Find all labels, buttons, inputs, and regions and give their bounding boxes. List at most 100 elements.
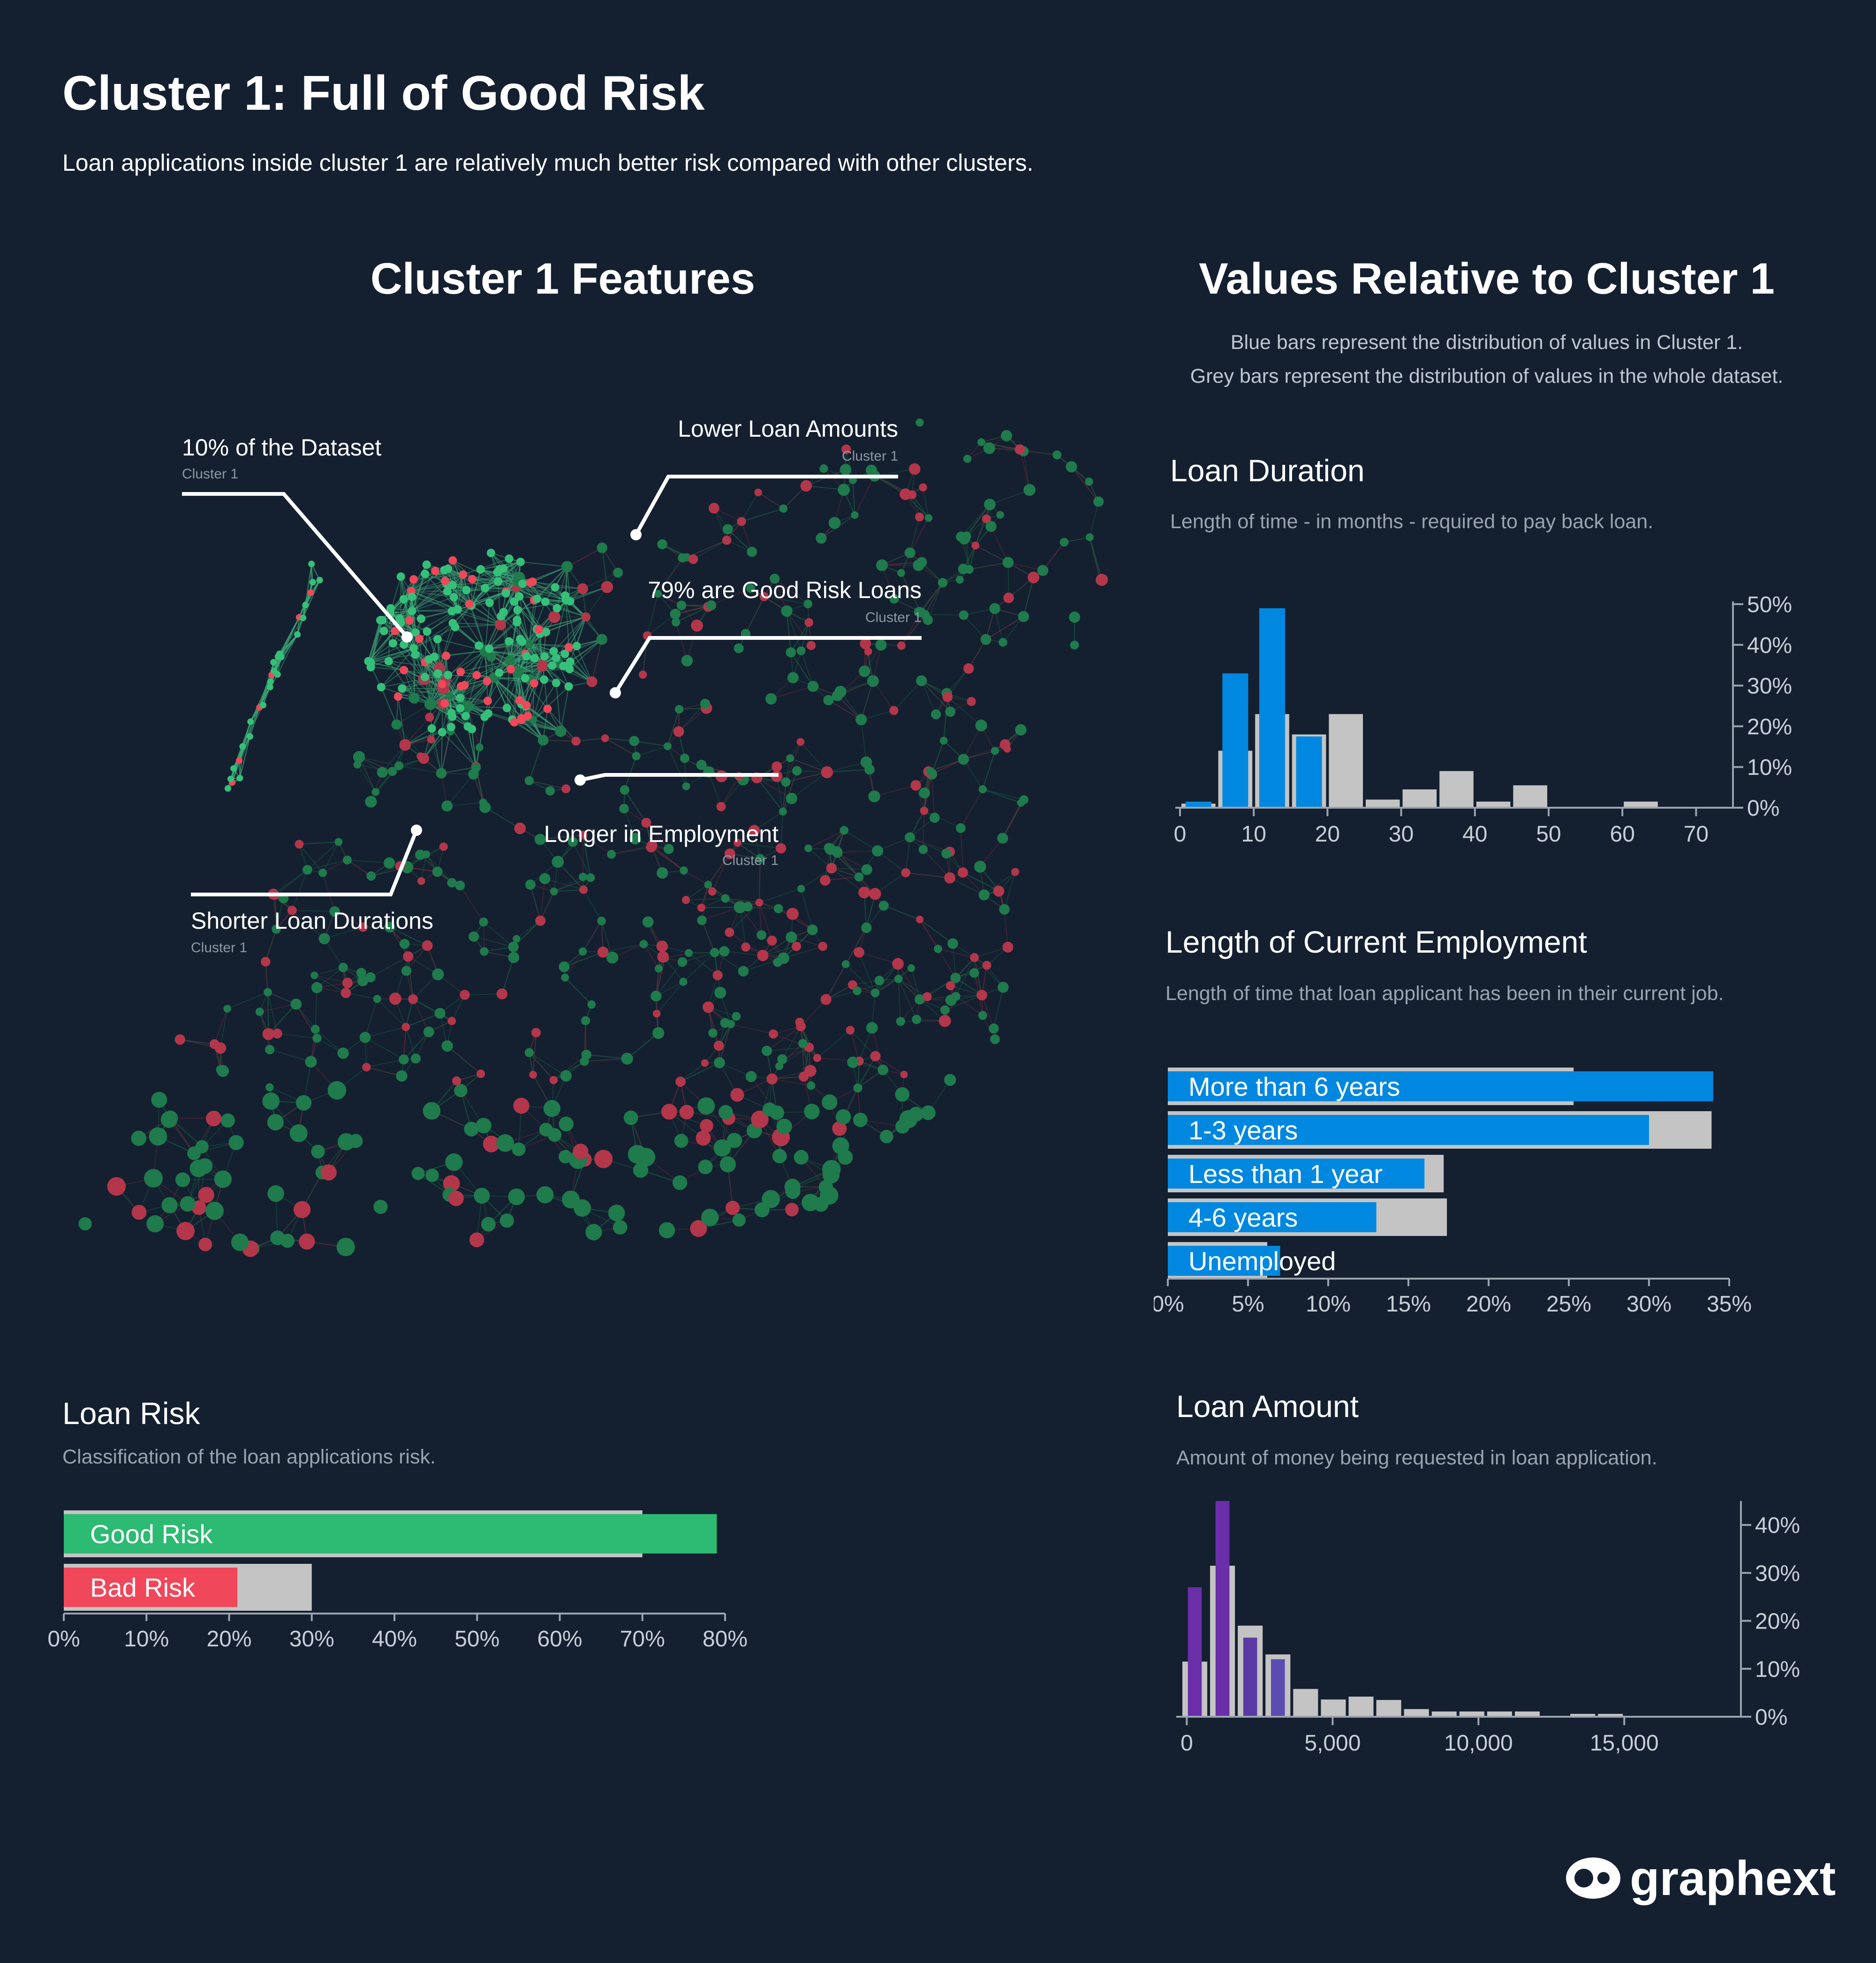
cluster-1-node bbox=[442, 652, 451, 660]
network-edge bbox=[513, 920, 541, 947]
network-edge bbox=[875, 978, 899, 993]
cluster-1-node bbox=[495, 565, 504, 574]
cluster-1-node bbox=[530, 679, 538, 688]
network-node bbox=[769, 1029, 778, 1039]
network-node bbox=[362, 1063, 371, 1072]
network-node bbox=[469, 1232, 484, 1248]
network-edge bbox=[564, 977, 592, 1005]
network-node bbox=[710, 948, 719, 957]
network-edge bbox=[368, 620, 383, 662]
cluster-1-node bbox=[395, 614, 404, 623]
network-node bbox=[447, 878, 457, 888]
network-edge bbox=[530, 582, 567, 602]
network-edge bbox=[924, 582, 943, 615]
network-edge bbox=[758, 492, 784, 509]
network-edge bbox=[471, 729, 477, 768]
network-edge bbox=[501, 957, 514, 994]
network-edge bbox=[658, 557, 683, 594]
network-edge bbox=[825, 963, 847, 1000]
network-node bbox=[748, 825, 760, 836]
network-edge bbox=[565, 601, 577, 646]
network-edge bbox=[845, 927, 867, 964]
network-edge bbox=[911, 494, 929, 518]
network-edge bbox=[786, 611, 792, 652]
cluster-1-node bbox=[440, 566, 449, 575]
network-edge bbox=[938, 948, 956, 978]
network-edge bbox=[766, 1026, 802, 1052]
network-edge bbox=[872, 681, 894, 711]
network-edge bbox=[485, 581, 518, 589]
network-node bbox=[366, 871, 376, 881]
network-node bbox=[676, 600, 687, 610]
network-node bbox=[1086, 533, 1094, 541]
network-edge bbox=[900, 1020, 945, 1022]
network-edge bbox=[467, 726, 477, 768]
network-node bbox=[342, 978, 353, 988]
network-edge bbox=[982, 788, 1021, 803]
network-node bbox=[767, 935, 777, 946]
network-node bbox=[295, 840, 304, 849]
network-node bbox=[721, 894, 730, 903]
network-node bbox=[754, 488, 762, 497]
employment-length-x-tick-label: 5% bbox=[1232, 1292, 1264, 1317]
network-node bbox=[910, 780, 922, 791]
network-edge bbox=[513, 920, 541, 947]
network-edge bbox=[414, 695, 450, 699]
network-edge bbox=[424, 662, 443, 704]
network-edge bbox=[540, 834, 583, 840]
network-edge bbox=[786, 611, 792, 652]
network-edge bbox=[506, 558, 510, 592]
network-edge bbox=[1089, 537, 1101, 581]
network-node bbox=[722, 535, 732, 545]
network-node bbox=[387, 766, 397, 776]
network-node bbox=[1085, 477, 1093, 486]
network-edge bbox=[557, 607, 586, 618]
network-node bbox=[834, 686, 847, 698]
network-edge bbox=[858, 952, 876, 993]
network-edge bbox=[963, 759, 983, 790]
network-node bbox=[738, 966, 749, 977]
network-edge bbox=[532, 682, 557, 720]
network-node bbox=[384, 921, 395, 932]
network-edge bbox=[975, 545, 1008, 563]
network-node bbox=[606, 951, 619, 964]
network-edge bbox=[801, 651, 814, 687]
network-edge bbox=[403, 1031, 430, 1060]
cluster-1-node bbox=[447, 607, 456, 616]
network-edge bbox=[233, 736, 250, 769]
network-edge bbox=[763, 946, 797, 956]
network-edge bbox=[857, 1056, 876, 1089]
network-node bbox=[804, 844, 812, 852]
network-edge bbox=[532, 679, 545, 720]
network-node bbox=[923, 614, 933, 625]
network-edge bbox=[518, 631, 547, 673]
network-edge bbox=[440, 732, 443, 773]
network-edge bbox=[259, 662, 274, 708]
network-edge bbox=[389, 926, 409, 957]
network-edge bbox=[517, 610, 530, 644]
network-edge bbox=[557, 834, 583, 863]
network-node bbox=[697, 1097, 715, 1115]
network-node bbox=[441, 1040, 453, 1052]
network-edge bbox=[408, 956, 414, 1000]
network-edge bbox=[440, 731, 451, 773]
network-edge bbox=[802, 1043, 812, 1086]
network-node bbox=[619, 803, 629, 814]
cluster-1-node bbox=[522, 701, 531, 710]
network-edge bbox=[299, 844, 323, 873]
network-node bbox=[820, 875, 831, 886]
network-edge bbox=[782, 782, 787, 812]
network-edge bbox=[538, 616, 586, 630]
cluster-1-node bbox=[468, 725, 477, 734]
network-node bbox=[629, 833, 641, 845]
network-edge bbox=[781, 1026, 802, 1060]
cluster-1-node bbox=[415, 634, 424, 643]
loan-risk-category-label: Good Risk bbox=[90, 1519, 213, 1549]
network-edge bbox=[493, 677, 522, 720]
network-node bbox=[265, 1083, 274, 1091]
network-edge bbox=[582, 834, 612, 855]
network-edge bbox=[444, 569, 485, 589]
network-edge bbox=[493, 677, 522, 719]
cluster-1-node bbox=[510, 718, 519, 727]
annotation-loan-amounts-title: Lower Loan Amounts bbox=[678, 416, 898, 442]
